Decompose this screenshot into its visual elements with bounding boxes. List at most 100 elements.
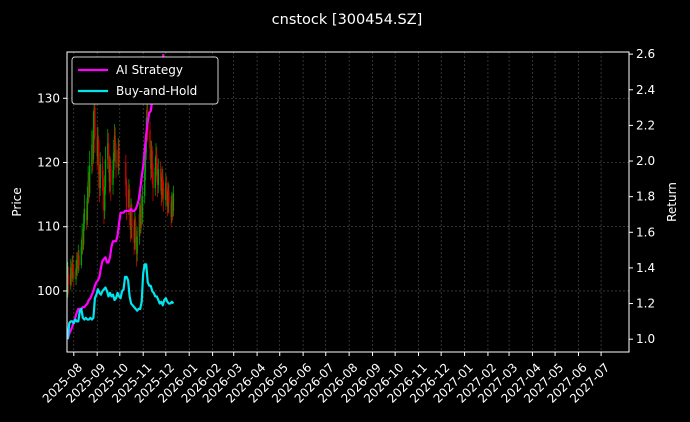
candle-body: [102, 178, 104, 195]
candle-body: [159, 168, 162, 181]
candle-body: [162, 176, 164, 189]
candle-body: [139, 213, 141, 226]
candle-body: [76, 260, 79, 270]
candle-body: [114, 135, 116, 151]
candle-body: [94, 107, 96, 137]
candle-body: [67, 274, 69, 285]
candle-body: [110, 165, 112, 185]
y-right-tick-label: 1.6: [636, 225, 655, 239]
candle-body: [72, 263, 74, 272]
candle-body: [83, 208, 86, 224]
candle-body: [156, 154, 158, 171]
y-left-tick-label: 110: [37, 220, 60, 234]
candle-body: [88, 181, 90, 194]
candle-body: [87, 181, 89, 198]
candle-body: [88, 165, 91, 194]
candle-body: [115, 150, 117, 168]
candle-body: [108, 162, 110, 182]
candle-body: [150, 150, 153, 169]
candle-body: [144, 152, 147, 173]
candle-body: [67, 274, 70, 285]
candle-body: [97, 140, 100, 176]
candle-body: [130, 208, 132, 230]
candle-body: [128, 189, 130, 208]
y-axis-left: 100 110 120 130: [37, 91, 67, 298]
y-axis-label-right: Return: [665, 182, 679, 222]
series-line-ai-strategy: [66, 53, 165, 340]
candle-body: [82, 223, 85, 245]
y-axis-right: 1.0 1.2 1.4 1.6 1.8 2.0 2.2 2.4 2.6: [629, 47, 655, 346]
candle-body: [76, 260, 78, 269]
candle-body: [93, 107, 95, 131]
y-right-tick-label: 1.2: [636, 297, 655, 311]
legend: AI Strategy Buy-and-Hold: [71, 56, 219, 105]
candle-body: [134, 221, 136, 243]
candle-body: [118, 149, 120, 163]
candle-body: [113, 135, 116, 153]
series-lines: [66, 53, 175, 340]
candle-body: [165, 183, 168, 195]
candle-body: [131, 208, 133, 227]
candle-body: [135, 238, 138, 254]
candle-body: [73, 271, 75, 280]
candle-body: [104, 159, 107, 187]
candle-body: [155, 154, 157, 168]
candle-body: [150, 148, 152, 169]
candle-body: [125, 162, 127, 185]
candle-body: [157, 168, 159, 185]
candle-body: [113, 152, 115, 171]
y-right-tick-label: 2.0: [636, 154, 655, 168]
candle-body: [107, 143, 109, 160]
candle-body: [99, 163, 101, 189]
candle-body: [86, 197, 89, 221]
candle-body: [97, 140, 99, 157]
candle-body: [136, 236, 138, 254]
candle-body: [117, 149, 119, 168]
plot-frame: [66, 51, 630, 353]
candle-body: [149, 130, 151, 149]
y-right-tick-label: 2.6: [636, 47, 655, 61]
candle-body: [103, 194, 105, 211]
candle-body: [128, 189, 131, 214]
candle-body: [101, 163, 104, 179]
candle-body: [70, 267, 72, 285]
candle-body: [151, 150, 153, 173]
candle-body: [98, 175, 101, 189]
candle-body: [152, 172, 154, 189]
candle-body: [82, 236, 84, 245]
candle-body: [107, 143, 110, 163]
candle-body: [165, 183, 167, 200]
candle-body: [125, 184, 128, 208]
candle-body: [141, 195, 144, 218]
candle-body: [81, 236, 83, 248]
candle-body: [171, 201, 174, 211]
candle-body: [140, 204, 142, 226]
candle-body: [170, 202, 172, 218]
series-line-buy-and-hold: [66, 263, 175, 340]
candle-body: [75, 268, 77, 280]
y-right-tick-label: 2.2: [636, 118, 655, 132]
candle-body: [112, 170, 114, 185]
candle-body: [77, 255, 80, 270]
candle-body: [161, 176, 163, 195]
candle-body: [134, 221, 137, 239]
y-right-tick-label: 1.8: [636, 190, 655, 204]
candle-body: [140, 204, 143, 218]
legend-label-buy-and-hold: Buy-and-Hold: [116, 84, 197, 98]
legend-label-ai-strategy: AI Strategy: [116, 63, 183, 77]
candle-body: [154, 167, 156, 189]
candle-body: [171, 201, 173, 218]
candle-body: [96, 136, 98, 157]
y-left-tick-label: 130: [37, 91, 60, 105]
candle-body: [156, 170, 159, 185]
candle-body: [133, 226, 135, 243]
candle-body: [104, 186, 106, 211]
candle-body: [78, 255, 80, 266]
candle-body: [168, 191, 170, 203]
y-right-tick-label: 1.4: [636, 261, 655, 275]
candle-body: [172, 193, 175, 211]
candle-body: [162, 188, 165, 200]
candle-body: [109, 165, 111, 182]
candle-body: [138, 213, 141, 237]
